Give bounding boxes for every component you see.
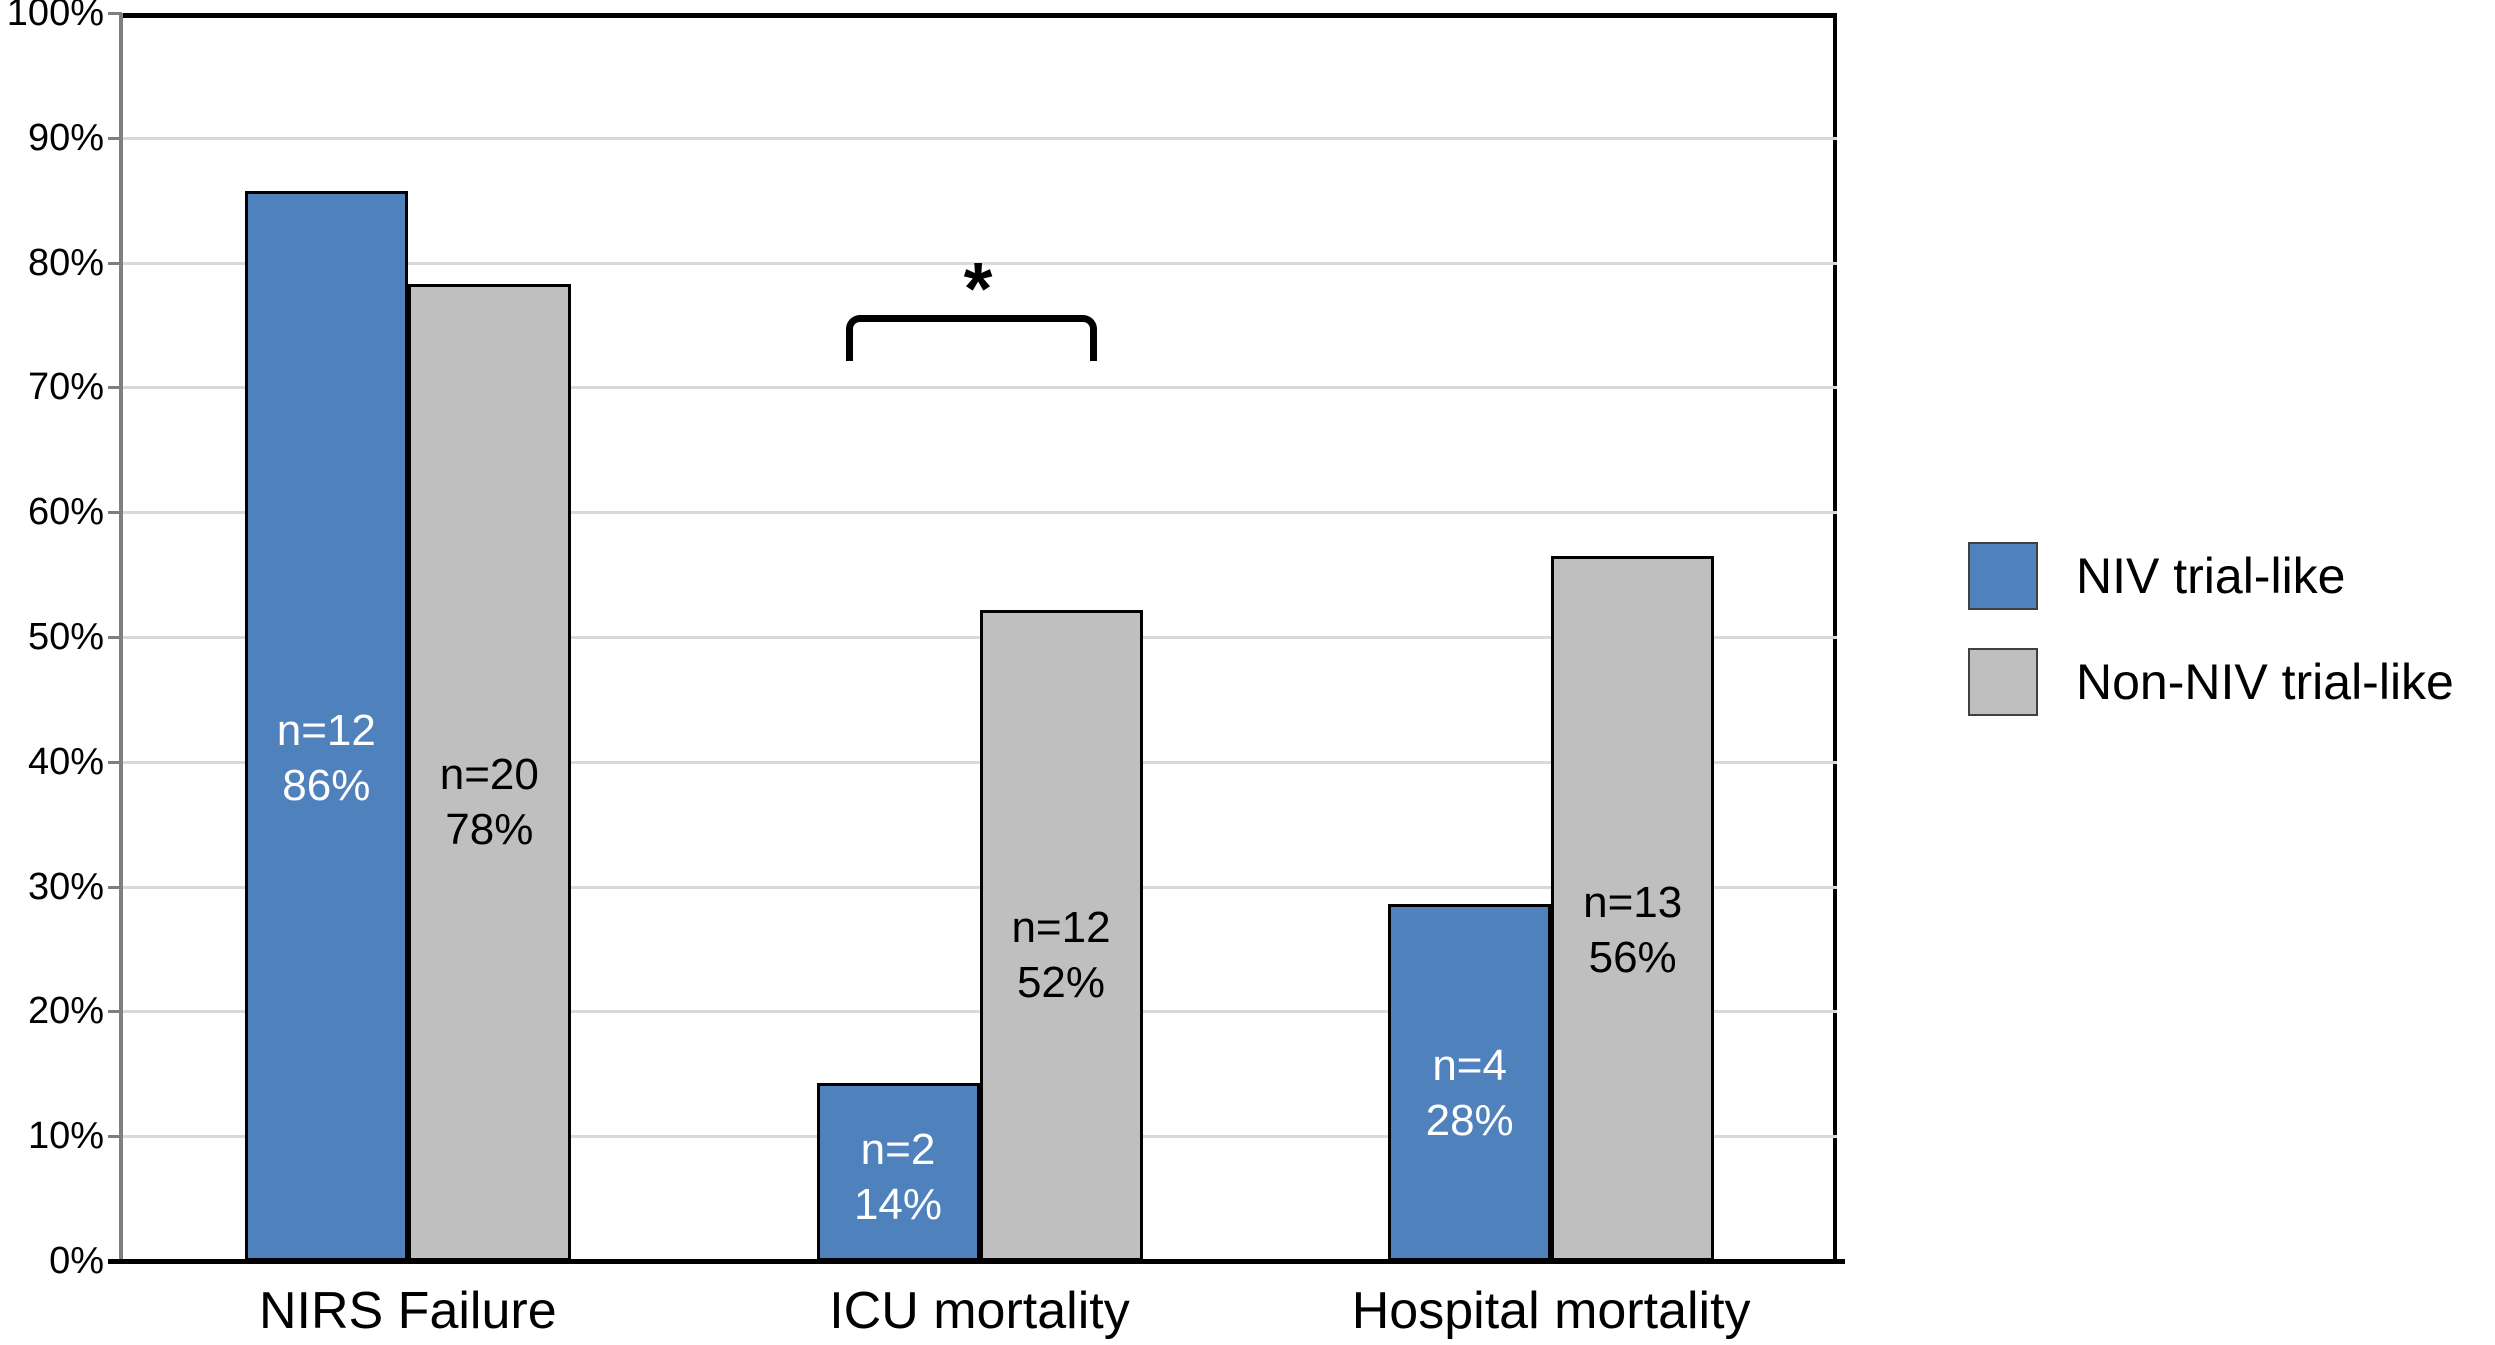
y-axis-tick [108, 1135, 122, 1139]
category-label-hospital-mortality: Hospital mortality [1351, 1282, 1751, 1340]
significance-bracket [846, 315, 1097, 361]
y-axis-label: 100% [6, 0, 104, 34]
y-axis-tick [108, 511, 122, 515]
bar-label-non-niv-trial-like-nirs-failure: n=20 78% [439, 749, 539, 854]
y-axis-label: 40% [27, 740, 104, 783]
category-label-icu-mortality: ICU mortality [829, 1282, 1130, 1340]
bar-label-non-niv-trial-like-hospital-mortality: n=13 56% [1583, 877, 1683, 982]
bar-label-niv-trial-like-hospital-mortality: n=4 28% [1425, 1041, 1514, 1146]
y-axis-label: 50% [27, 616, 104, 658]
x-axis-line [108, 1259, 1845, 1264]
gridline [122, 511, 1837, 515]
y-axis-label: 90% [27, 116, 104, 159]
y-axis-label: 30% [27, 865, 104, 908]
y-axis-label: 10% [27, 1115, 104, 1158]
y-axis-label: 70% [27, 366, 104, 409]
bar-non-niv-trial-like-nirs-failure [407, 283, 571, 1261]
y-axis-tick [108, 386, 122, 390]
significance-asterisk: * [963, 247, 993, 330]
legend-label-niv-trial-like: NIV trial-like [2076, 548, 2346, 604]
bar-niv-trial-like-hospital-mortality [1388, 904, 1552, 1261]
bar-non-niv-trial-like-icu-mortality [979, 609, 1143, 1261]
legend-swatch-niv-trial-like [1968, 542, 2038, 610]
y-axis-line [119, 13, 123, 1261]
bar-label-niv-trial-like-icu-mortality: n=2 14% [853, 1125, 943, 1230]
y-axis-label: 0% [49, 1240, 104, 1282]
y-axis-tick [108, 261, 122, 265]
bar-label-niv-trial-like-nirs-failure: n=12 86% [276, 706, 376, 811]
y-axis-label: 20% [27, 990, 104, 1033]
legend-item-niv-trial-like: NIV trial-like [1968, 542, 2345, 610]
y-axis-tick [108, 1010, 122, 1014]
gridline [122, 261, 1837, 265]
bar-niv-trial-like-nirs-failure [244, 191, 408, 1261]
y-axis-label: 60% [27, 491, 104, 534]
y-axis-tick [108, 760, 122, 764]
y-axis-tick [108, 636, 122, 639]
bar-niv-trial-like-icu-mortality [816, 1082, 980, 1261]
y-axis-tick [108, 136, 122, 140]
legend-swatch-non-niv-trial-like [1968, 648, 2038, 716]
y-axis-label: 80% [27, 241, 104, 284]
y-axis-tick [108, 12, 122, 15]
gridline [122, 136, 1837, 140]
bar-label-non-niv-trial-like-icu-mortality: n=12 52% [1011, 902, 1111, 1007]
y-axis-tick [108, 885, 122, 889]
gridline [122, 386, 1837, 390]
category-label-nirs-failure: NIRS Failure [259, 1282, 557, 1340]
legend-item-non-niv-trial-like: Non-NIV trial-like [1968, 648, 2454, 716]
bar-non-niv-trial-like-hospital-mortality [1551, 555, 1715, 1261]
legend-label-non-niv-trial-like: Non-NIV trial-like [2076, 654, 2454, 710]
